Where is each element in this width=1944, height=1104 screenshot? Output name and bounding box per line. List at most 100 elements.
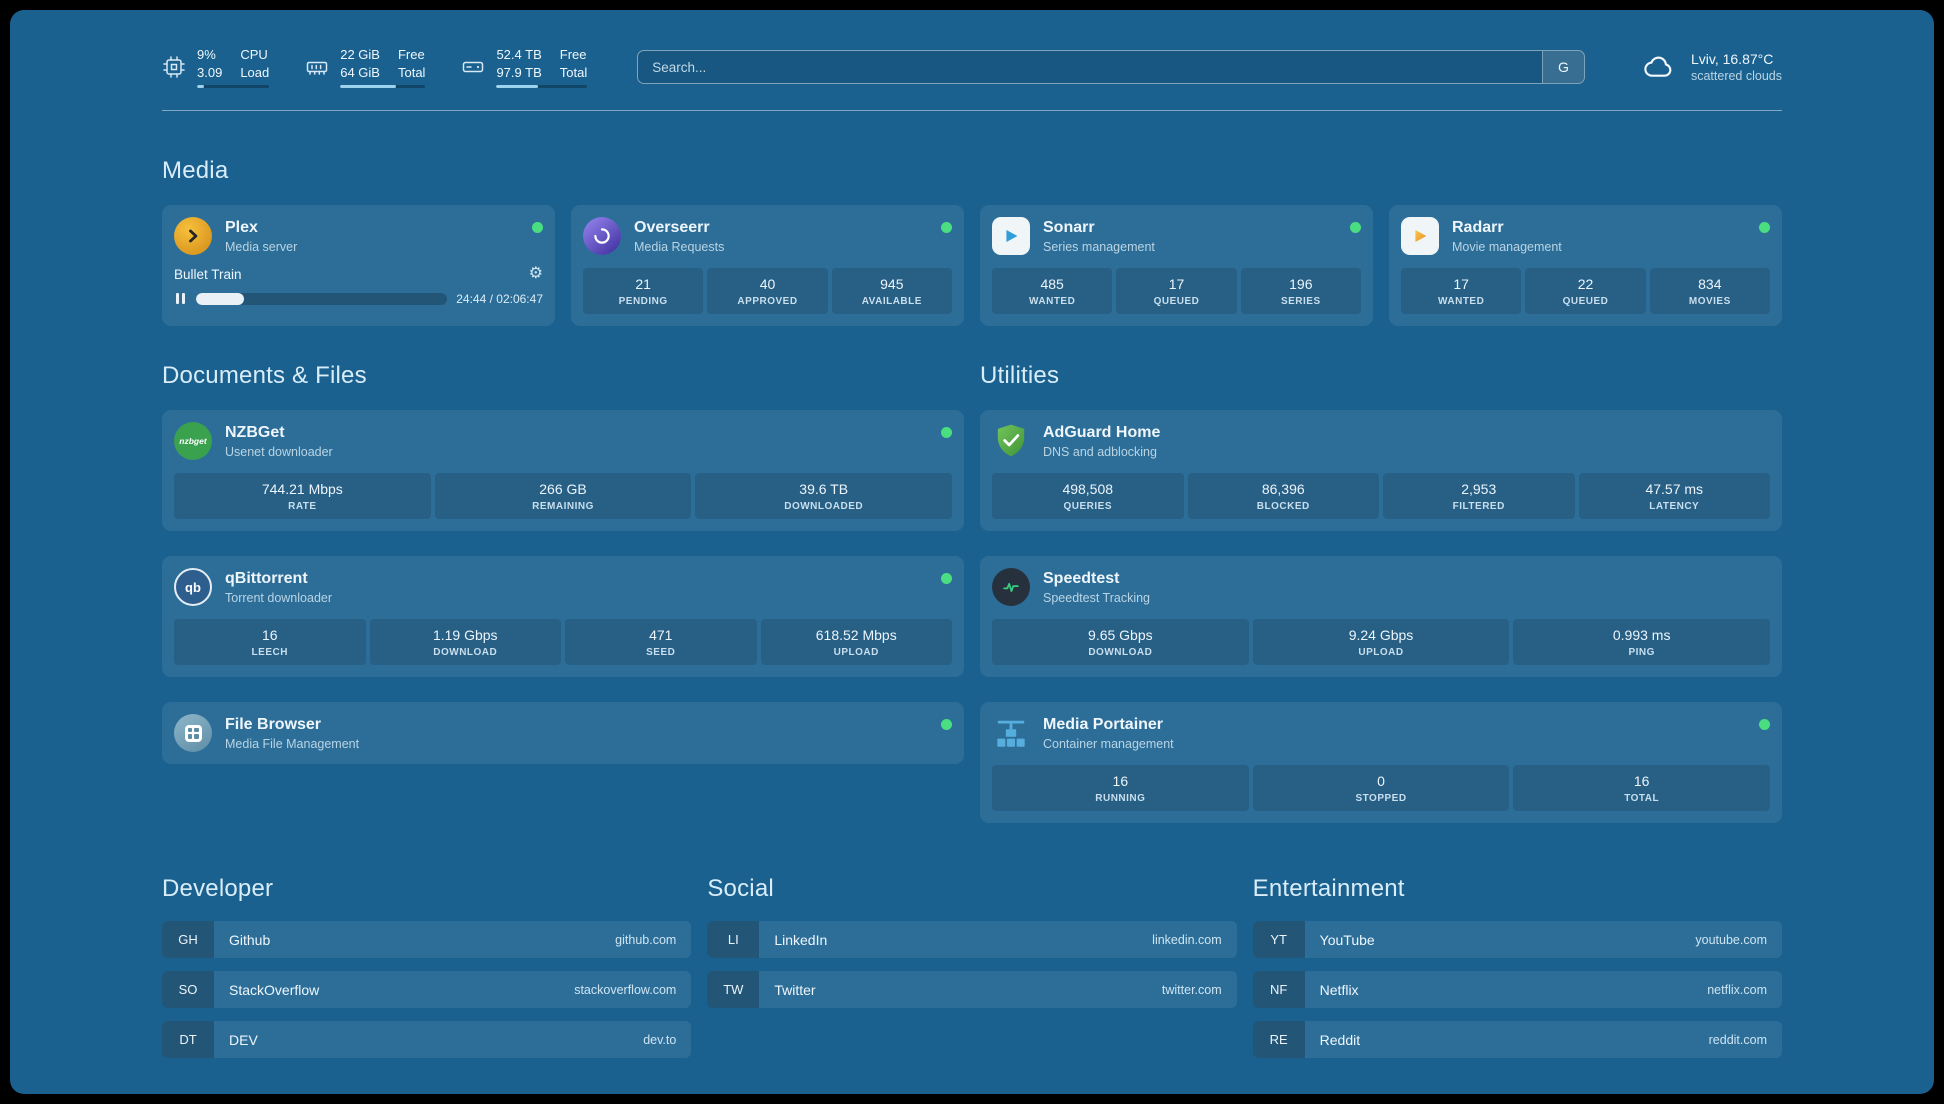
memory-usage-bar [340, 85, 426, 89]
bookmark-dev[interactable]: DT DEV dev.to [162, 1021, 692, 1059]
bookmark-abbr: DT [162, 1021, 214, 1059]
service-description: Media Requests [634, 239, 725, 254]
stat-download: 9.65 Gbps DOWNLOAD [992, 619, 1249, 666]
bookmark-abbr: TW [707, 971, 760, 1009]
stat-label: BLOCKED [1256, 501, 1310, 513]
stat-value: 86,396 [1261, 481, 1305, 498]
resource-widgets: 9% 3.09 CPU Load [162, 46, 588, 89]
gear-icon[interactable]: ⚙ [528, 265, 543, 283]
stat-value: 16 [1112, 773, 1129, 790]
weather-location-temp: Lviv, 16.87°C [1690, 51, 1774, 68]
stat-queued: 17 QUEUED [1116, 268, 1237, 315]
stat-value: 16 [1633, 773, 1650, 790]
stat-stopped: 0 STOPPED [1252, 765, 1510, 812]
bookmark-youtube[interactable]: YT YouTube youtube.com [1252, 921, 1782, 959]
service-card-filebrowser[interactable]: File Browser Media File Management [162, 702, 964, 765]
section-title-social: Social [707, 875, 774, 903]
stat-value: 266 GB [539, 481, 587, 498]
section-media: Media Plex Media server Bullet Train ⚙ [162, 157, 1782, 327]
disk-usage-bar [496, 85, 588, 89]
service-card-nzbget[interactable]: nzbget NZBGet Usenet downloader 744.21 M… [162, 410, 964, 532]
stat-leech: 16 LEECH [174, 619, 366, 666]
bookmark-name: LinkedIn [774, 931, 828, 948]
stat-value: 945 [880, 276, 904, 293]
memory-free-value: 22 GiB [340, 47, 380, 62]
bookmark-group-entertainment: Entertainment YT YouTube youtube.com NF … [1252, 875, 1782, 1071]
stat-label: DOWNLOAD [1088, 647, 1153, 659]
bookmark-reddit[interactable]: RE Reddit reddit.com [1252, 1021, 1782, 1059]
bookmark-name: DEV [229, 1031, 258, 1048]
stat-label: QUERIES [1063, 501, 1112, 513]
stat-label: SERIES [1280, 296, 1321, 308]
topbar-divider [162, 110, 1782, 112]
service-card-qbittorrent[interactable]: qb qBittorrent Torrent downloader 16 LEE… [162, 556, 964, 678]
pause-button[interactable] [174, 291, 187, 306]
cpu-load-value: 3.09 [197, 64, 223, 80]
service-card-overseerr[interactable]: Overseerr Media Requests 21 PENDING 40 A… [571, 205, 964, 327]
stat-label: REMAINING [532, 501, 594, 513]
service-card-speedtest[interactable]: Speedtest Speedtest Tracking 9.65 Gbps D… [980, 556, 1782, 678]
stat-queries: 498,508 QUERIES [992, 473, 1184, 520]
bookmark-github[interactable]: GH Github github.com [162, 921, 692, 959]
status-dot [1759, 719, 1770, 731]
bookmark-stackoverflow[interactable]: SO StackOverflow stackoverflow.com [162, 971, 692, 1009]
service-card-sonarr[interactable]: Sonarr Series management 485 WANTED 17 Q… [980, 205, 1373, 327]
service-card-portainer[interactable]: Media Portainer Container management 16 … [980, 702, 1782, 824]
playback-time: 24:44 / 02:06:47 [456, 291, 543, 306]
service-description: Media server [225, 239, 298, 254]
stat-label: DOWNLOADED [784, 501, 864, 513]
section-documents-files: Documents & Files nzbget NZBGet Usenet d… [162, 362, 964, 765]
stat-value: 485 [1040, 276, 1064, 293]
bookmark-linkedin[interactable]: LI LinkedIn linkedin.com [707, 921, 1237, 959]
stat-value: 196 [1289, 276, 1313, 293]
overseerr-icon [583, 217, 621, 256]
stat-ping: 0.993 ms PING [1513, 619, 1771, 666]
stat-value: 834 [1698, 276, 1722, 293]
stat-value: 9.65 Gbps [1088, 627, 1153, 644]
weather-widget: Lviv, 16.87°C scattered clouds [1639, 51, 1782, 83]
search-provider-button[interactable]: G [1541, 51, 1584, 84]
bookmark-domain: netflix.com [1707, 982, 1767, 997]
memory-icon [306, 61, 328, 75]
stat-remaining: 266 GB REMAINING [434, 473, 692, 520]
stat-label: QUEUED [1153, 296, 1200, 308]
service-card-plex[interactable]: Plex Media server Bullet Train ⚙ 24:44 /… [162, 205, 555, 327]
bookmark-domain: github.com [615, 932, 677, 947]
stat-value: 2,953 [1461, 481, 1497, 498]
bookmark-twitter[interactable]: TW Twitter twitter.com [707, 971, 1237, 1009]
bookmark-domain: stackoverflow.com [574, 982, 677, 997]
bookmark-name: Twitter [774, 981, 816, 998]
bookmark-abbr: RE [1252, 1021, 1305, 1059]
stat-value: 21 [635, 276, 651, 293]
memory-total-value: 64 GiB [340, 64, 380, 80]
service-card-adguard[interactable]: AdGuard Home DNS and adblocking 498,508 … [980, 410, 1782, 532]
stat-queued: 22 QUEUED [1525, 268, 1646, 315]
stat-value: 498,508 [1062, 481, 1114, 498]
stat-running: 16 RUNNING [992, 765, 1249, 812]
stat-upload: 618.52 Mbps UPLOAD [760, 619, 952, 666]
service-name: qBittorrent [225, 569, 308, 587]
service-name: NZBGet [225, 423, 285, 441]
speedtest-icon [992, 568, 1030, 607]
stat-upload: 9.24 Gbps UPLOAD [1252, 619, 1510, 666]
status-dot [941, 719, 952, 731]
search-input[interactable] [638, 51, 1542, 84]
plex-icon [174, 217, 212, 256]
disk-free-value: 52.4 TB [496, 47, 542, 62]
stat-value: 744.21 Mbps [261, 481, 343, 498]
service-card-radarr[interactable]: Radarr Movie management 17 WANTED 22 QUE… [1389, 205, 1782, 327]
now-playing-title: Bullet Train [174, 266, 242, 282]
bookmark-domain: twitter.com [1161, 982, 1222, 997]
service-name: Radarr [1452, 218, 1504, 236]
status-dot [532, 222, 543, 234]
topbar: 9% 3.09 CPU Load [162, 46, 1782, 89]
bookmark-abbr: NF [1252, 971, 1305, 1009]
stat-label: APPROVED [737, 296, 798, 308]
bookmark-netflix[interactable]: NF Netflix netflix.com [1252, 971, 1782, 1009]
status-dot [1350, 222, 1361, 234]
stat-value: 16 [261, 627, 278, 644]
service-description: Movie management [1452, 239, 1562, 254]
stat-label: RATE [288, 501, 317, 513]
stat-label: MOVIES [1688, 296, 1731, 308]
search-bar[interactable]: G [637, 50, 1585, 85]
